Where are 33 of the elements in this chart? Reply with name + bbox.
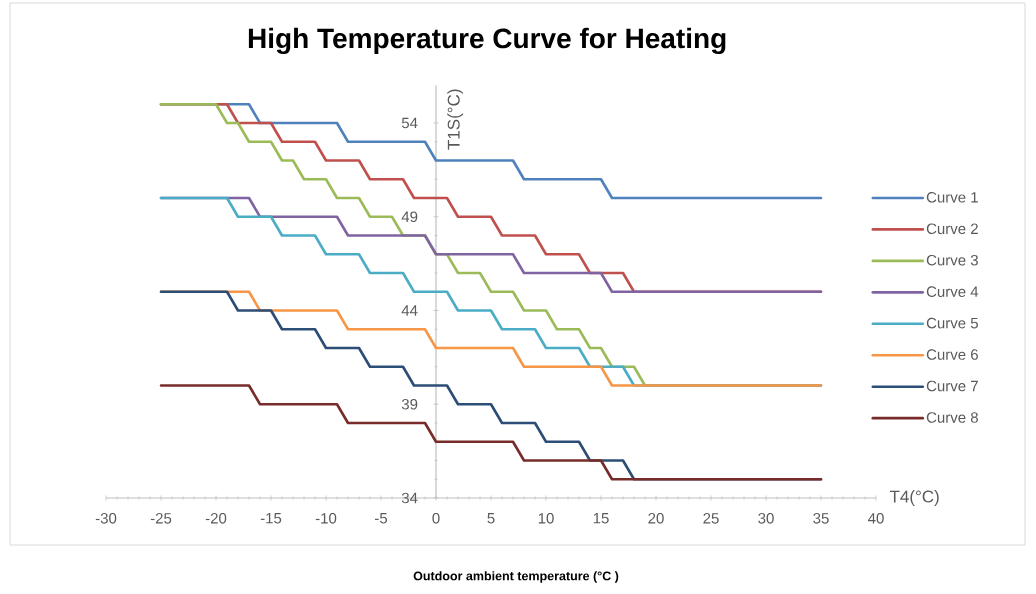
x-tick-label: -25	[150, 513, 172, 524]
x-tick-label: 20	[648, 513, 664, 524]
x-tick-label: -20	[205, 513, 227, 524]
legend-label: Curve 3	[926, 254, 978, 266]
x-tick-label: -5	[375, 513, 388, 524]
legend-label: Curve 4	[926, 286, 979, 297]
x-tick-label: 15	[593, 513, 609, 524]
x-tick-label: 5	[487, 513, 495, 524]
text: Outdoor ambient temperature (°C )	[413, 571, 619, 583]
y-tick-label: 54	[401, 117, 418, 129]
x-tick-label: 25	[703, 513, 719, 524]
x-axis-title: T4(°C)	[889, 490, 939, 506]
x-tick-label: -30	[95, 513, 117, 524]
legend-label: Curve 6	[926, 349, 978, 360]
x-tick-label: 30	[758, 513, 774, 524]
x-tick-label: -10	[315, 513, 337, 524]
y-tick-label: 34	[401, 492, 418, 504]
y-axis-title: T1S(°C)	[447, 89, 464, 150]
x-tick-label: 35	[813, 513, 829, 524]
legend-label: Curve 2	[926, 223, 978, 235]
legend-label: Curve 1	[926, 191, 978, 203]
x-tick-label: -15	[260, 513, 282, 524]
y-tick-label: 39	[401, 398, 418, 410]
x-tick-label: 10	[538, 513, 554, 524]
line-series	[159, 384, 823, 481]
legend-label: Curve 8	[926, 412, 978, 423]
y-tick-label: 49	[401, 211, 418, 223]
y-tick-label: 44	[401, 305, 418, 316]
legend-label: Curve 5	[926, 317, 978, 329]
x-tick-label: 40	[868, 513, 884, 524]
x-tick-label: 0	[432, 513, 440, 524]
chart-title: High Temperature Curve for Heating	[248, 27, 726, 54]
legend-label: Curve 7	[926, 380, 978, 392]
